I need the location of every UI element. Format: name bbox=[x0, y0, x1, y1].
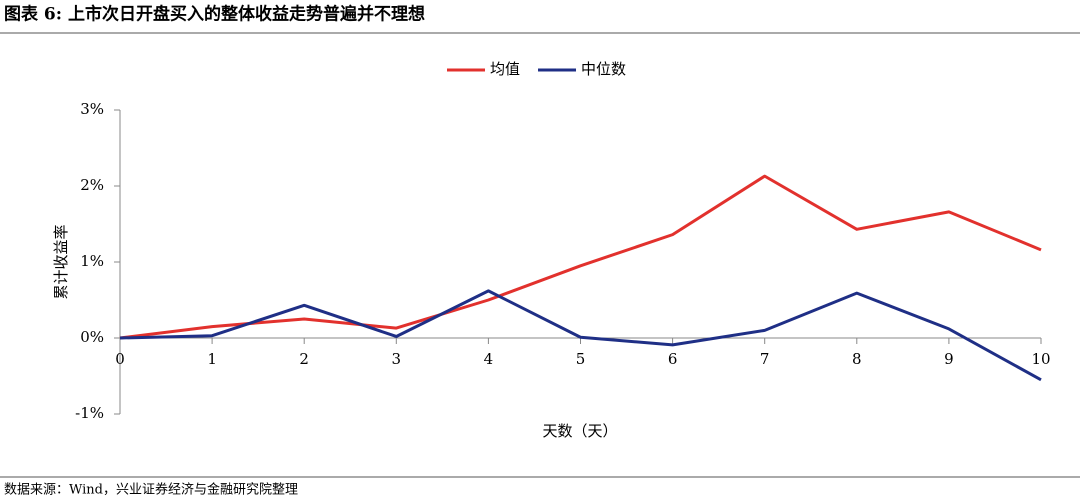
x-tick-label: 3 bbox=[392, 350, 402, 368]
y-axis-label: 累计收益率 bbox=[52, 224, 70, 299]
x-tick-label: 1 bbox=[207, 350, 217, 368]
x-tick-label: 6 bbox=[668, 350, 678, 368]
y-tick-label: 3% bbox=[80, 100, 104, 118]
y-tick-label: -1% bbox=[75, 404, 104, 422]
y-tick-label: 1% bbox=[80, 252, 104, 270]
y-tick-label: 0% bbox=[80, 328, 104, 346]
x-tick-label: 2 bbox=[299, 350, 309, 368]
data-line bbox=[119, 174, 1042, 340]
source-note: 数据来源：Wind，兴业证券经济与金融研究院整理 bbox=[4, 482, 298, 498]
x-tick-label: 7 bbox=[760, 350, 770, 368]
x-tick-label: 9 bbox=[944, 350, 954, 368]
chart-title: 图表 6: 上市次日开盘买入的整体收益走势普遍并不理想 bbox=[4, 4, 425, 25]
x-tick-label: 10 bbox=[1031, 350, 1050, 368]
x-axis-label: 天数（天） bbox=[542, 422, 617, 440]
legend-label: 中位数 bbox=[581, 60, 626, 78]
legend-label: 均值 bbox=[490, 60, 520, 78]
x-tick-label: 5 bbox=[576, 350, 586, 368]
data-line bbox=[119, 289, 1042, 382]
y-tick-label: 2% bbox=[80, 176, 104, 194]
x-tick-label: 8 bbox=[852, 350, 862, 368]
x-tick-label: 4 bbox=[484, 350, 494, 368]
x-tick-label: 0 bbox=[115, 350, 125, 368]
